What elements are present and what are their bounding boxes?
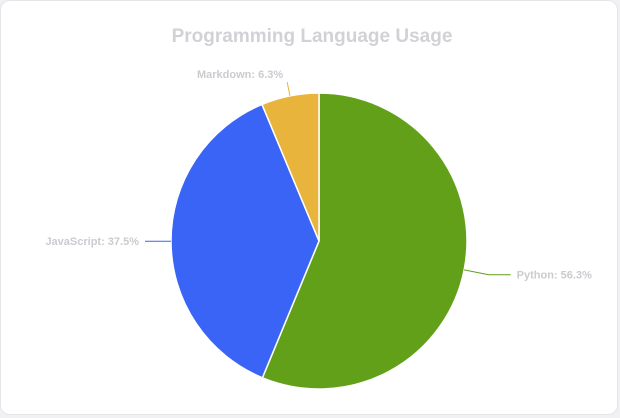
leader-line-python [464, 269, 511, 276]
chart-title: Programming Language Usage [172, 26, 453, 47]
pie-slices [170, 92, 468, 390]
pie-slice-markdown[interactable] [261, 92, 320, 242]
leader-line-markdown [286, 82, 291, 96]
pie-slice-javascript[interactable] [170, 103, 320, 379]
pie-labels: Python: 56.3% JavaScript: 37.5% Markdown: … [45, 69, 592, 282]
pie-leader-lines [145, 82, 511, 276]
slice-label-javascript: JavaScript: 37.5% [45, 236, 139, 248]
slice-label-python: Python: 56.3% [517, 270, 592, 282]
slice-label-markdown: Markdown: 6.3% [197, 69, 283, 81]
